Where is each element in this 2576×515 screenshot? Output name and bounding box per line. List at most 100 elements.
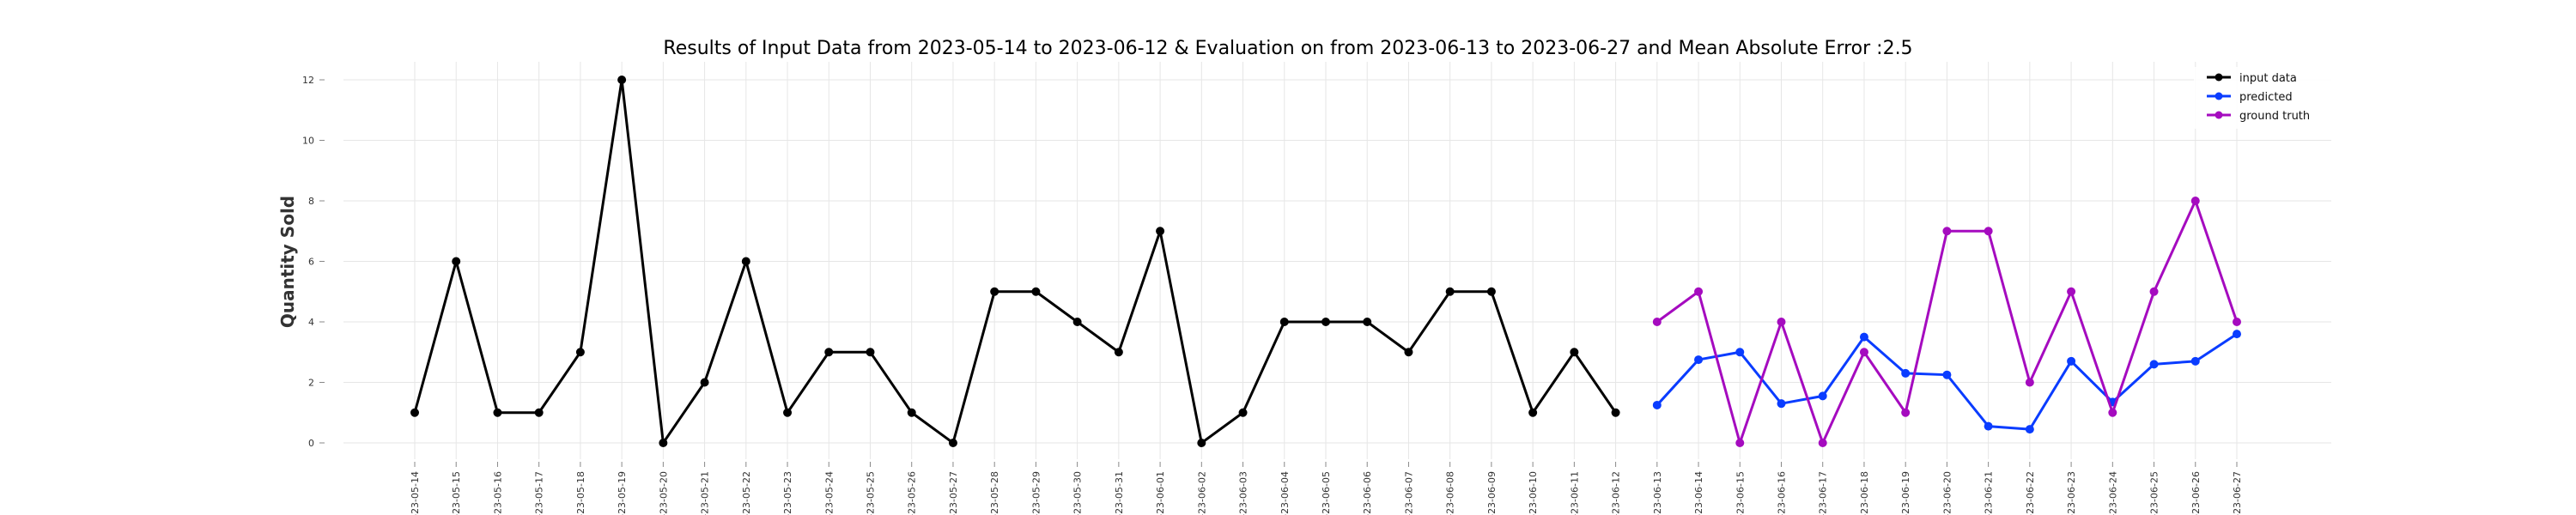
data-point-ground-truth [1859,348,1868,357]
data-point-input-data [700,378,709,387]
x-tick-label: -23-06-14 [1693,471,1704,515]
x-tick-label: -23-06-26 [2190,471,2202,515]
x-tick-label: -23-06-07 [1403,471,1414,515]
x-axis: -23-05-14 -23-05-15 -23-05-16 -23-05-17 -23-… [410,462,2243,515]
data-point-input-data [1528,408,1538,417]
legend: input data predicted ground truth [2194,67,2331,129]
data-point-ground-truth [2233,318,2241,326]
data-point-input-data [824,348,834,357]
data-point-predicted [1859,332,1868,342]
data-point-input-data [741,257,750,266]
y-tick-label: 0 [308,438,314,449]
x-tick-label: -23-06-22 [2025,471,2036,515]
data-point-ground-truth [1818,439,1827,447]
data-point-predicted [2190,356,2200,366]
data-point-input-data [948,439,957,447]
x-tick-label: -23-06-04 [1279,471,1291,515]
x-tick-label: -23-05-24 [823,471,835,515]
data-point-predicted [1901,368,1911,378]
y-tick-label: 8 [308,196,314,207]
data-point-input-data [1279,318,1289,326]
data-point-input-data [1238,408,1248,417]
data-point-input-data [1197,439,1206,447]
x-tick-label: -23-05-17 [534,471,545,515]
data-point-ground-truth [2190,197,2200,205]
data-point-input-data [452,257,461,266]
x-tick-label: -23-05-15 [451,471,462,515]
data-point-predicted [1694,355,1704,365]
legend-marker-predicted [2215,92,2223,100]
x-tick-label: -23-05-22 [741,471,752,515]
data-point-ground-truth [2149,287,2159,296]
x-tick-label: -23-06-15 [1735,471,1746,515]
y-axis: 0 2 4 6 8 10 12 [302,75,325,449]
legend-label-input-data: input data [2239,72,2297,85]
x-tick-label: -23-06-23 [2066,471,2077,515]
data-point-input-data [1072,318,1082,326]
data-point-input-data [617,76,627,84]
data-point-ground-truth [1694,287,1704,296]
data-point-input-data [1031,287,1041,296]
data-point-input-data [534,408,544,417]
data-point-input-data [1321,318,1330,326]
legend-label-predicted: predicted [2239,91,2293,104]
y-tick-label: 10 [302,136,314,147]
data-point-predicted [2233,330,2241,339]
data-point-predicted [1777,399,1786,409]
x-tick-label: -23-06-01 [1155,471,1166,515]
data-point-input-data [1445,287,1455,296]
data-point-input-data [1404,348,1413,357]
x-tick-label: -23-06-03 [1238,471,1249,515]
data-point-ground-truth [1735,439,1745,447]
x-tick-label: -23-05-21 [700,471,711,515]
y-tick-label: 6 [308,257,314,268]
x-tick-label: -23-06-24 [2107,471,2118,515]
data-point-input-data [575,348,585,357]
x-tick-label: -23-05-23 [782,471,793,515]
y-tick-label: 2 [308,378,314,389]
plot-area [410,76,2241,447]
data-point-ground-truth [2067,287,2076,296]
x-tick-label: -23-06-08 [1445,471,1456,515]
data-point-input-data [659,439,668,447]
data-point-predicted [1818,391,1827,401]
x-tick-label: -23-06-05 [1321,471,1332,515]
data-point-input-data [1156,227,1165,236]
data-point-input-data [1486,287,1496,296]
legend-marker-ground-truth [2215,111,2223,119]
x-tick-label: -23-06-13 [1652,471,1663,515]
data-point-input-data [1114,348,1123,357]
x-tick-label: -23-05-30 [1072,471,1084,515]
data-point-input-data [866,348,875,357]
x-tick-label: -23-05-16 [492,471,503,515]
x-tick-label: -23-06-02 [1196,471,1207,515]
x-tick-label: -23-06-21 [1984,471,1995,515]
y-tick-label: 4 [308,317,314,328]
chart-title: Results of Input Data from 2023-05-14 to… [663,38,1912,59]
x-tick-label: -23-06-25 [2149,471,2160,515]
data-point-predicted [2025,425,2034,434]
legend-label-ground-truth: ground truth [2239,110,2310,123]
data-point-input-data [493,408,502,417]
x-tick-label: -23-05-19 [617,471,628,515]
x-tick-label: -23-06-10 [1528,471,1539,515]
x-tick-label: -23-06-17 [1818,471,1829,515]
x-tick-label: -23-06-20 [1941,471,1953,515]
data-point-ground-truth [1901,408,1911,417]
x-tick-label: -23-05-18 [575,471,586,515]
x-tick-label: -23-06-19 [1900,471,1911,515]
x-tick-label: -23-05-26 [907,471,918,515]
x-tick-label: -23-05-29 [1030,471,1042,515]
data-point-input-data [1570,348,1579,357]
x-tick-label: -23-05-25 [866,471,877,515]
data-point-ground-truth [2108,408,2117,417]
data-point-input-data [1363,318,1372,326]
grid [343,62,2331,459]
x-tick-label: -23-06-27 [2232,471,2243,515]
x-tick-label: -23-05-27 [948,471,959,515]
x-tick-label: -23-05-31 [1114,471,1125,515]
data-point-predicted [1942,370,1952,379]
x-tick-label: -23-06-18 [1859,471,1870,515]
